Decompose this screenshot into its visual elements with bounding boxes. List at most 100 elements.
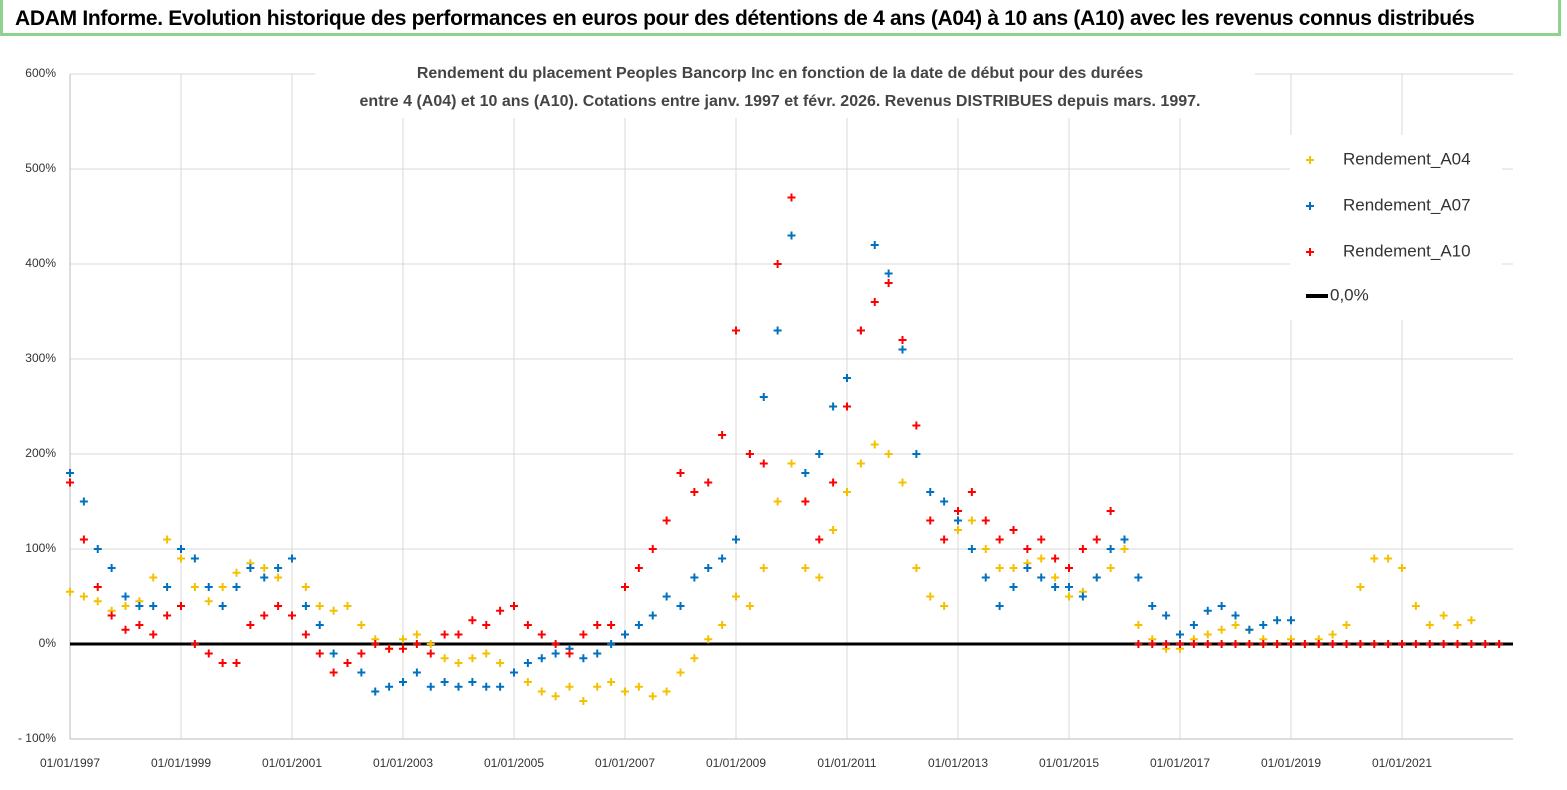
point xyxy=(926,488,935,496)
point xyxy=(468,654,477,663)
point xyxy=(579,630,588,639)
point xyxy=(510,602,518,610)
point xyxy=(1342,621,1351,629)
point xyxy=(288,554,296,563)
legend-marker xyxy=(1306,156,1314,164)
point xyxy=(676,469,685,477)
point xyxy=(1217,640,1226,648)
point xyxy=(232,583,241,591)
point xyxy=(1162,640,1171,648)
point xyxy=(912,450,921,458)
point xyxy=(995,602,1004,610)
point xyxy=(315,602,324,610)
point xyxy=(399,644,407,653)
point xyxy=(843,374,851,382)
point xyxy=(1245,640,1254,648)
point xyxy=(718,431,727,439)
point xyxy=(981,516,990,525)
series xyxy=(66,231,1295,696)
point xyxy=(1065,564,1073,572)
point xyxy=(1065,583,1073,591)
point xyxy=(607,678,616,686)
series xyxy=(66,193,1504,677)
point xyxy=(1009,564,1018,572)
point xyxy=(718,621,727,629)
point xyxy=(135,602,144,610)
point xyxy=(607,640,616,648)
point xyxy=(1106,545,1115,553)
y-tick-label: 600% xyxy=(25,66,56,80)
point xyxy=(1453,640,1462,648)
point xyxy=(1120,535,1129,544)
point xyxy=(1287,616,1295,625)
y-tick-label: 500% xyxy=(25,161,56,175)
point xyxy=(523,678,532,686)
point xyxy=(218,583,227,591)
point xyxy=(621,630,629,639)
point xyxy=(399,678,407,686)
point xyxy=(1162,611,1171,620)
point xyxy=(1384,640,1393,648)
point xyxy=(1065,592,1073,601)
chart-title: Rendement du placement Peoples Bancorp I… xyxy=(417,65,1143,82)
point xyxy=(593,649,602,658)
point xyxy=(884,269,893,278)
x-tick-label: 01/01/2003 xyxy=(373,756,433,770)
point xyxy=(1467,616,1476,625)
point xyxy=(1134,640,1143,648)
point xyxy=(1370,640,1379,648)
legend-box xyxy=(1290,135,1502,320)
point xyxy=(662,516,671,525)
point xyxy=(676,668,685,677)
legend-marker xyxy=(1306,202,1314,210)
point xyxy=(135,621,144,629)
point xyxy=(1273,616,1282,625)
point xyxy=(898,478,907,487)
x-tick-label: 01/01/1997 xyxy=(40,756,100,770)
point xyxy=(121,602,130,610)
point xyxy=(93,545,102,553)
title-box xyxy=(315,60,1255,118)
point xyxy=(1217,602,1226,610)
point xyxy=(1189,640,1198,648)
point xyxy=(1259,621,1268,629)
point xyxy=(190,640,199,648)
point xyxy=(482,649,491,658)
point xyxy=(634,564,643,572)
point xyxy=(884,279,893,287)
point xyxy=(177,602,185,610)
point xyxy=(301,630,310,639)
point xyxy=(107,564,116,572)
point xyxy=(1037,535,1046,544)
point xyxy=(648,611,657,620)
point xyxy=(1411,640,1420,648)
point xyxy=(79,535,88,544)
point xyxy=(981,573,990,582)
point xyxy=(856,326,865,335)
point xyxy=(870,440,879,449)
point xyxy=(662,687,671,696)
point xyxy=(1411,602,1420,610)
point xyxy=(1148,602,1157,610)
point xyxy=(551,640,560,648)
point xyxy=(1037,573,1046,582)
point xyxy=(496,606,505,615)
point xyxy=(496,659,505,667)
x-tick-label: 01/01/2011 xyxy=(817,756,876,770)
point xyxy=(787,231,796,240)
point xyxy=(1356,640,1365,648)
point xyxy=(190,554,199,563)
point xyxy=(454,682,463,691)
point xyxy=(260,573,269,582)
point xyxy=(954,516,962,525)
point xyxy=(523,621,532,629)
point xyxy=(163,583,172,591)
point xyxy=(621,687,629,696)
point xyxy=(121,592,130,601)
point xyxy=(315,649,324,658)
point xyxy=(121,625,130,634)
point xyxy=(745,450,754,458)
point xyxy=(829,526,838,534)
point xyxy=(468,616,477,625)
point xyxy=(399,635,407,644)
